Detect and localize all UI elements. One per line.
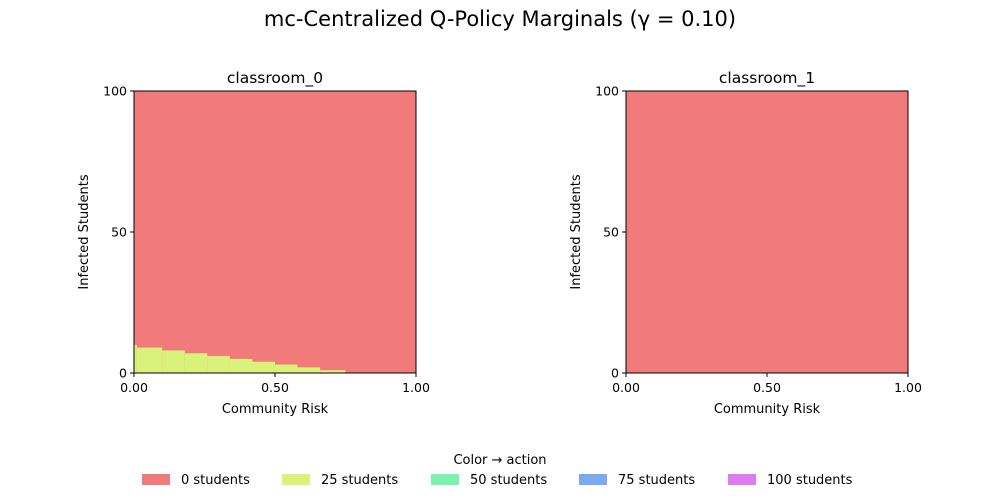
x-tick-label: 0.50 bbox=[261, 380, 289, 395]
legend-item: 50 students bbox=[431, 473, 547, 488]
heatmap-background bbox=[134, 91, 416, 373]
legend-label: 100 students bbox=[767, 473, 853, 488]
legend-item: 0 students bbox=[142, 473, 250, 488]
heatmap-region bbox=[184, 353, 208, 373]
panel-classroom_1: 0.00 0.50 1.00 0 50 100 classroom_1 Community R… bbox=[569, 69, 922, 417]
x-tick-label: 1.00 bbox=[402, 380, 430, 395]
y-axis-label: Infected Students bbox=[569, 174, 584, 289]
legend-title: Color → action bbox=[453, 453, 546, 468]
heatmap-region bbox=[136, 347, 163, 373]
heatmap-region bbox=[297, 367, 321, 373]
y-tick-label: 0 bbox=[119, 366, 127, 381]
legend-label: 50 students bbox=[470, 473, 547, 488]
legend-swatch bbox=[431, 474, 459, 485]
y-tick-label: 100 bbox=[103, 84, 127, 99]
heatmap-background bbox=[626, 91, 908, 373]
heatmap-region bbox=[320, 370, 346, 373]
legend-label: 0 students bbox=[181, 473, 250, 488]
y-tick-label: 100 bbox=[595, 84, 619, 99]
heatmap-region bbox=[134, 344, 137, 373]
y-axis-label: Infected Students bbox=[77, 174, 92, 289]
heatmap-region bbox=[162, 350, 185, 373]
legend-swatch bbox=[142, 474, 170, 485]
y-tick-label: 0 bbox=[611, 366, 619, 381]
heatmap-region bbox=[229, 358, 253, 373]
legend-swatch bbox=[728, 474, 756, 485]
y-tick-label: 50 bbox=[111, 225, 127, 240]
legend-item: 25 students bbox=[282, 473, 398, 488]
x-axis-label: Community Risk bbox=[222, 402, 329, 417]
panel-title: classroom_1 bbox=[719, 69, 815, 88]
x-tick-label: 0.00 bbox=[120, 380, 148, 395]
legend-swatch bbox=[579, 474, 607, 485]
legend-item: 75 students bbox=[579, 473, 695, 488]
y-tick-label: 50 bbox=[603, 225, 619, 240]
heatmap-region bbox=[275, 364, 298, 373]
figure-title: mc-Centralized Q-Policy Marginals (γ = 0… bbox=[264, 7, 736, 31]
heatmap-region bbox=[252, 361, 275, 373]
heatmap-region bbox=[207, 356, 230, 373]
legend-label: 75 students bbox=[618, 473, 695, 488]
legend: Color → action 0 students 25 students 50 s… bbox=[142, 453, 853, 488]
legend-swatch bbox=[282, 474, 310, 485]
x-tick-label: 1.00 bbox=[894, 380, 922, 395]
x-tick-label: 0.50 bbox=[753, 380, 781, 395]
panel-classroom_0: 0.00 0.50 1.00 0 50 100 classroom_0 Community R… bbox=[77, 69, 430, 417]
panel-title: classroom_0 bbox=[227, 69, 323, 88]
x-tick-label: 0.00 bbox=[612, 380, 640, 395]
legend-item: 100 students bbox=[728, 473, 853, 488]
x-axis-label: Community Risk bbox=[714, 402, 821, 417]
legend-label: 25 students bbox=[321, 473, 398, 488]
panels: 0.00 0.50 1.00 0 50 100 classroom_0 Community R… bbox=[77, 69, 922, 417]
